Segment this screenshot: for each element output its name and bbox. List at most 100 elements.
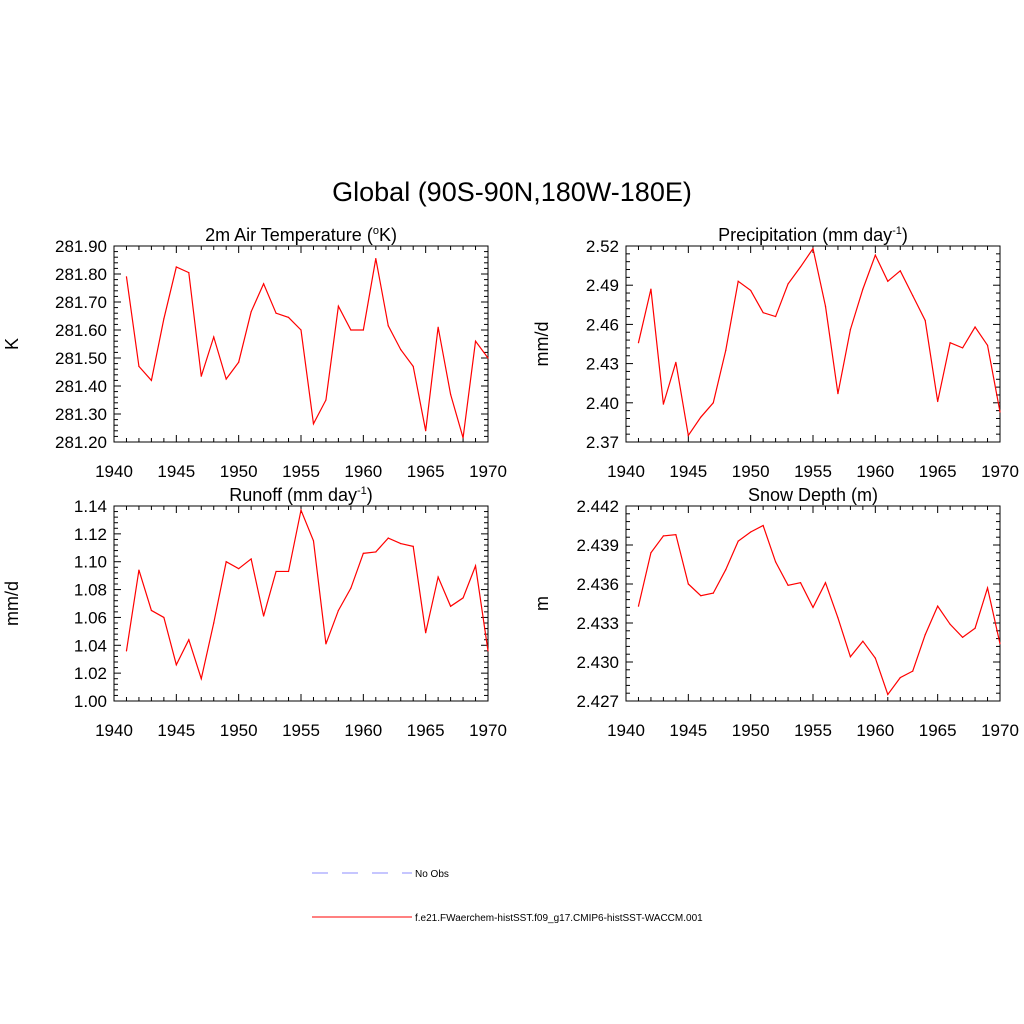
- panel-title-unit-end: K): [379, 225, 397, 245]
- data-point: [650, 288, 652, 290]
- data-point: [150, 609, 152, 612]
- y-tick-label: 2.52: [586, 237, 619, 256]
- data-point: [412, 545, 414, 547]
- panel-title-unit: (mm day: [282, 485, 357, 505]
- data-point: [837, 393, 839, 395]
- x-tick-label: 1950: [732, 462, 770, 481]
- data-point: [700, 416, 702, 418]
- panel-title-unit: (: [362, 225, 373, 245]
- data-point: [437, 326, 439, 328]
- data-point: [200, 375, 202, 377]
- data-point: [899, 677, 901, 679]
- data-point: [687, 583, 689, 585]
- x-tick-label: 1950: [220, 721, 258, 740]
- data-point: [425, 632, 427, 634]
- x-tick-label: 1955: [282, 721, 320, 740]
- data-point: [675, 361, 677, 363]
- data-point: [899, 270, 901, 272]
- data-point: [163, 318, 165, 320]
- series-line: [125, 258, 489, 438]
- y-tick-label: 281.40: [55, 377, 107, 396]
- data-point: [238, 361, 240, 363]
- y-tick-label: 281.60: [55, 321, 107, 340]
- data-point: [874, 657, 876, 659]
- data-point: [862, 640, 864, 642]
- panel-title-text: Snow Depth (m): [748, 485, 878, 505]
- data-point: [775, 561, 777, 563]
- y-axis-label: m: [532, 596, 552, 611]
- data-point: [725, 569, 727, 571]
- y-tick-label: 1.02: [74, 664, 107, 683]
- data-point: [375, 258, 377, 260]
- x-tick-label: 1965: [407, 721, 445, 740]
- data-point: [849, 329, 852, 331]
- y-tick-label: 281.90: [55, 237, 107, 256]
- data-point: [250, 311, 252, 313]
- panel-title-superscript: -1: [357, 485, 367, 497]
- y-tick-label: 2.49: [586, 276, 619, 295]
- data-point: [188, 272, 190, 274]
- data-point: [949, 623, 951, 625]
- x-tick-label: 1945: [669, 462, 707, 481]
- data-point: [700, 595, 702, 597]
- data-point: [712, 402, 714, 404]
- data-point: [238, 568, 240, 570]
- y-tick-label: 1.10: [74, 553, 107, 572]
- panel-title-unit-end: ): [902, 225, 908, 245]
- data-point: [138, 569, 140, 571]
- data-point: [937, 400, 939, 403]
- data-point: [675, 534, 677, 536]
- data-point: [787, 283, 789, 285]
- data-point: [375, 551, 377, 553]
- y-tick-label: 2.433: [576, 614, 619, 633]
- x-tick-label: 1940: [607, 462, 645, 481]
- data-point: [150, 379, 152, 381]
- data-point: [924, 634, 926, 636]
- data-point: [712, 592, 714, 594]
- x-tick-label: 1940: [607, 721, 645, 740]
- y-tick-label: 1.00: [74, 692, 107, 711]
- y-tick-label: 2.37: [586, 433, 619, 452]
- x-tick-label: 1945: [157, 462, 195, 481]
- data-point: [387, 325, 389, 327]
- y-tick-label: 2.442: [576, 497, 619, 516]
- x-tick-label: 1955: [282, 462, 320, 481]
- data-point: [225, 561, 227, 563]
- data-point: [462, 597, 464, 599]
- data-point: [787, 584, 789, 586]
- data-point: [213, 622, 215, 624]
- data-point: [400, 349, 402, 351]
- x-tick-label: 1940: [95, 721, 133, 740]
- y-tick-label: 281.20: [55, 433, 107, 452]
- data-point: [986, 587, 989, 589]
- data-point: [812, 606, 814, 609]
- panel-air-temperature: 1940 1945 1950 1955 1960 1965 1970 281.20 281.30…: [2, 225, 507, 481]
- y-axis-label: mm/d: [532, 322, 552, 367]
- data-point: [887, 693, 889, 696]
- data-point: [962, 636, 964, 638]
- data-point: [824, 582, 827, 584]
- y-tick-label: 1.12: [74, 525, 107, 544]
- data-point: [924, 319, 926, 322]
- data-point: [300, 509, 302, 511]
- x-tick-label: 1945: [157, 721, 195, 740]
- x-tick-label: 1950: [220, 462, 258, 481]
- series-line: [125, 508, 489, 682]
- panel-title-unit-end: ): [367, 485, 373, 505]
- data-point: [125, 650, 128, 652]
- data-point: [350, 587, 352, 589]
- data-point: [250, 558, 252, 560]
- x-tick-label: 1945: [669, 721, 707, 740]
- data-point: [138, 365, 140, 367]
- x-tick-label: 1970: [469, 462, 507, 481]
- data-point: [350, 329, 352, 331]
- y-tick-label: 1.06: [74, 608, 107, 627]
- data-point: [263, 615, 265, 617]
- data-point: [387, 537, 389, 539]
- x-tick-label: 1960: [856, 462, 894, 481]
- data-point: [487, 650, 489, 652]
- legend-label-model: f.e21.FWaerchem-histSST.f09_g17.CMIP6-hi…: [415, 913, 703, 924]
- data-point: [974, 326, 976, 328]
- data-point: [974, 627, 976, 629]
